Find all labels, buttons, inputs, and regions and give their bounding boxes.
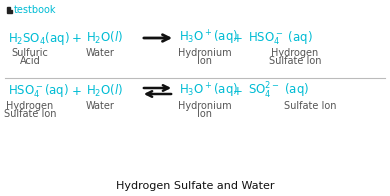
Text: Hydronium: Hydronium (178, 48, 232, 58)
Text: Acid: Acid (20, 56, 41, 66)
Text: +: + (233, 32, 243, 44)
Text: $\rm H_2O$($\it{l}$): $\rm H_2O$($\it{l}$) (86, 83, 123, 99)
Text: +: + (72, 84, 82, 97)
Text: Hydronium: Hydronium (178, 101, 232, 111)
Text: $\rm H_3O^+$(aq): $\rm H_3O^+$(aq) (179, 82, 238, 100)
Text: Hydrogen: Hydrogen (271, 48, 319, 58)
Text: $\rm H_2O$($\it{l}$): $\rm H_2O$($\it{l}$) (86, 30, 123, 46)
Text: Hydrogen: Hydrogen (6, 101, 54, 111)
Text: Sulfate Ion: Sulfate Ion (4, 109, 56, 119)
Text: Sulfate Ion: Sulfate Ion (284, 101, 336, 111)
Text: $\rm SO_4^{2-}$ (aq): $\rm SO_4^{2-}$ (aq) (248, 81, 309, 101)
Text: $\rm HSO_4^-$(aq): $\rm HSO_4^-$(aq) (8, 82, 69, 100)
Text: Sulfuric: Sulfuric (12, 48, 48, 58)
Text: $\rm H_3O^+$(aq): $\rm H_3O^+$(aq) (179, 29, 238, 47)
Text: Water: Water (85, 48, 114, 58)
Text: Ion: Ion (197, 56, 213, 66)
Text: Water: Water (85, 101, 114, 111)
Text: testbook: testbook (14, 5, 57, 15)
Text: $\rm HSO_4^-$ (aq): $\rm HSO_4^-$ (aq) (248, 29, 313, 47)
Text: Sulfate Ion: Sulfate Ion (269, 56, 321, 66)
Text: Ion: Ion (197, 109, 213, 119)
Text: Hydrogen Sulfate and Water: Hydrogen Sulfate and Water (116, 181, 274, 191)
Text: $\rm H_2SO_4$(aq): $\rm H_2SO_4$(aq) (8, 30, 70, 46)
Polygon shape (7, 7, 12, 13)
Text: +: + (233, 84, 243, 97)
Text: +: + (72, 32, 82, 44)
